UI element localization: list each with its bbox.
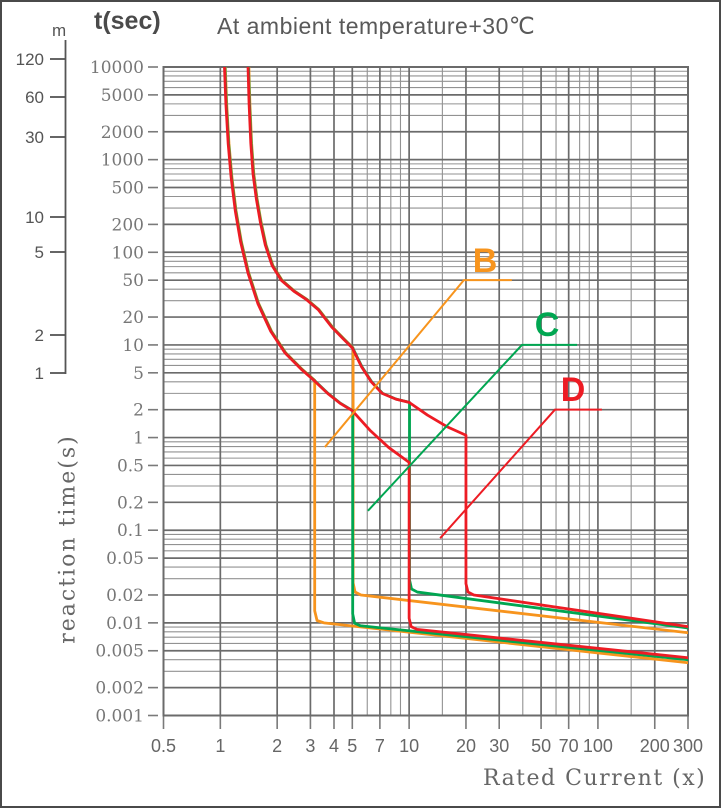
tick-label-y-10000: 10000 <box>90 58 144 78</box>
tick-label-y-10: 10 <box>122 336 144 356</box>
leader-line-B <box>324 279 512 448</box>
tick-label-y-100: 100 <box>112 243 144 263</box>
tick-label-x-200: 200 <box>640 736 670 756</box>
tick-label-y-0.2: 0.2 <box>117 493 144 513</box>
minutes-label-2: 2 <box>35 326 44 345</box>
minutes-label-30: 30 <box>25 128 44 147</box>
curve-label-D: D <box>561 371 586 409</box>
tick-label-x-20: 20 <box>456 736 476 756</box>
tick-label-x-70: 70 <box>559 736 579 756</box>
tick-label-x-4: 4 <box>329 736 339 756</box>
tick-label-y-2: 2 <box>133 401 144 421</box>
tick-label-y-2000: 2000 <box>101 123 144 143</box>
tick-label-y-0.01: 0.01 <box>106 614 144 634</box>
tick-label-y-200: 200 <box>112 215 144 235</box>
tick-label-y-0.1: 0.1 <box>117 521 144 541</box>
tick-label-y-5000: 5000 <box>101 86 144 106</box>
tick-label-y-20: 20 <box>122 308 144 328</box>
tick-label-x-3: 3 <box>305 736 315 756</box>
tick-label-y-1000: 1000 <box>101 151 144 171</box>
plot-border <box>162 66 689 717</box>
tick-label-x-10: 10 <box>399 736 419 756</box>
tick-label-x-5: 5 <box>347 736 357 756</box>
tick-label-x-2: 2 <box>272 736 282 756</box>
leader-line-C <box>367 343 578 512</box>
tick-label-x-7: 7 <box>375 736 385 756</box>
tick-label-y-5: 5 <box>133 364 144 384</box>
tick-label-x-30: 30 <box>489 736 509 756</box>
tick-label-y-0.05: 0.05 <box>106 549 144 569</box>
tick-label-y-0.001: 0.001 <box>95 707 144 727</box>
minutes-label-120: 120 <box>16 50 44 69</box>
curves-group <box>223 67 688 665</box>
tick-label-y-50: 50 <box>122 271 144 291</box>
minutes-label-60: 60 <box>25 88 44 107</box>
curve-label-C: C <box>535 306 560 344</box>
curve-D-max <box>246 67 688 629</box>
y-axis-title: reaction time(s) <box>55 434 81 644</box>
minutes-label-10: 10 <box>25 208 44 227</box>
tick-label-x-1: 1 <box>215 736 225 756</box>
tick-label-x-300: 300 <box>673 736 703 756</box>
tick-label-y-500: 500 <box>112 179 144 199</box>
tick-label-x-50: 50 <box>531 736 551 756</box>
minutes-unit-label: m <box>52 21 67 40</box>
x-axis-title: Rated Current (x) <box>483 766 707 791</box>
y-axis-unit-label: t(sec) <box>94 7 161 35</box>
curve-label-B: B <box>473 242 498 280</box>
tick-label-x-0.5: 0.5 <box>151 736 176 756</box>
tick-label-y-0.002: 0.002 <box>95 679 144 699</box>
tick-label-y-1: 1 <box>133 429 144 449</box>
tick-label-y-0.5: 0.5 <box>117 456 144 476</box>
minutes-label-5: 5 <box>35 243 44 262</box>
chart-title: At ambient temperature+30℃ <box>217 13 536 39</box>
leader-line-D <box>439 408 602 539</box>
curve-D-min <box>223 67 688 660</box>
tick-label-x-100: 100 <box>583 736 613 756</box>
tick-label-y-0.02: 0.02 <box>106 586 144 606</box>
tick-label-y-0.005: 0.005 <box>95 642 144 662</box>
minutes-label-1: 1 <box>35 364 44 383</box>
